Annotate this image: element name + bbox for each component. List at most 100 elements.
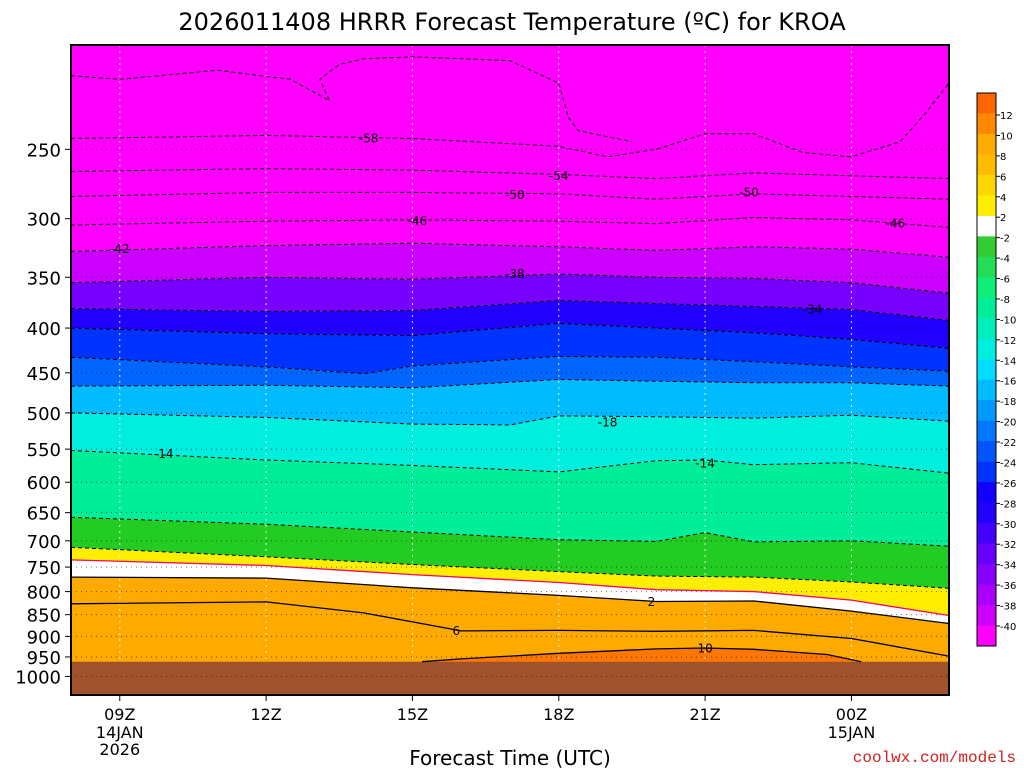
colorbar-label: -6 [1000, 275, 1010, 286]
colorbar-swatch [977, 215, 996, 237]
x-tick-label: 15Z [397, 705, 428, 724]
colorbar-swatch [977, 256, 996, 278]
isotherm-line [71, 450, 949, 474]
y-tick-label: 400 [27, 319, 61, 340]
colorbar-label: 8 [1000, 152, 1006, 163]
x-tick-label: 12Z [250, 705, 281, 724]
colorbar: 12 10 8 6 4 2 -2 -4 -6 -8 -10 -12 -14 -16 -18 -20 -22 -24… [976, 92, 1016, 647]
y-tick-label: 650 [27, 504, 61, 525]
isotherm-line [71, 546, 949, 589]
isotherm-line [71, 82, 949, 158]
colorbar-label: 10 [1000, 131, 1013, 142]
isotherm-label: -50 [505, 188, 525, 202]
ground-fill [71, 661, 949, 695]
isotherm-label: -42 [110, 242, 130, 256]
gridlines [71, 45, 949, 695]
y-tick-label: 350 [27, 268, 61, 289]
colorbar-swatch [977, 338, 996, 360]
y-tick-label: 1000 [15, 667, 61, 688]
isotherm-label: -18 [598, 416, 618, 430]
colorbar-label: -18 [1000, 397, 1016, 408]
isotherm-line [71, 216, 949, 228]
x-axis-label: Forecast Time (UTC) [409, 746, 611, 768]
isotherm-line [71, 516, 949, 547]
plot-area: -58 -54 -50 -50 -46 -46 -42 -38 -34 -18 -14 -14 2 6 10 [71, 45, 949, 695]
isotherm-label: -14 [154, 447, 174, 461]
fill-band [71, 547, 949, 616]
colorbar-swatch [977, 502, 996, 524]
fill-band-freezing [71, 559, 949, 624]
isotherm-line [71, 168, 949, 180]
isotherm-line [71, 191, 949, 200]
isotherm-label: -34 [803, 303, 823, 317]
colorbar-label: -30 [1000, 520, 1016, 531]
colorbar-label: -38 [1000, 602, 1016, 613]
colorbar-label: -20 [1000, 418, 1016, 429]
colorbar-label: -4 [1000, 254, 1010, 265]
isotherm-line [71, 378, 949, 389]
isotherm-line [71, 601, 949, 657]
isotherm-label: -38 [505, 267, 525, 281]
colorbar-swatch [977, 584, 996, 606]
colorbar-swatch [977, 605, 996, 627]
colorbar-swatch [977, 461, 996, 483]
y-tick-label: 900 [27, 627, 61, 648]
y-axis: 2503003504004505005506006507007508008509… [15, 140, 71, 688]
fill-band [71, 274, 949, 321]
colorbar-label: -14 [1000, 356, 1016, 367]
isotherm-line [71, 273, 949, 294]
isotherm-labels: -58 -54 -50 -50 -46 -46 -42 -38 -34 -18 -14 -14 2 6 10 [110, 132, 905, 656]
y-tick-label: 750 [27, 558, 61, 579]
colorbar-swatch [977, 400, 996, 422]
colorbar-swatch [977, 113, 996, 135]
colorbar-label: -12 [1000, 336, 1016, 347]
colorbar-label: -32 [1000, 540, 1016, 551]
isotherm-label: 10 [697, 641, 712, 655]
isotherm-line [71, 299, 949, 321]
isotherm-line [71, 576, 949, 625]
colorbar-swatch [977, 523, 996, 545]
colorbar-label: -22 [1000, 438, 1016, 449]
colorbar-swatch [977, 174, 996, 196]
isotherm-line [71, 322, 949, 349]
y-tick-label: 500 [27, 404, 61, 425]
colorbar-label: -8 [1000, 295, 1010, 306]
fill-band [71, 300, 949, 349]
colorbar-swatch [977, 564, 996, 586]
colorbar-swatch [977, 379, 996, 401]
x-tick-date: 15JAN [828, 723, 876, 742]
colorbar-label: -10 [1000, 315, 1016, 326]
fill-band [71, 517, 949, 589]
fill-band [71, 379, 949, 425]
y-tick-label: 600 [27, 473, 61, 494]
colorbar-swatch [977, 318, 996, 340]
colorbar-swatch [977, 543, 996, 565]
isotherm-line [422, 647, 862, 663]
colorbar-swatch [977, 420, 996, 442]
fill-band-warm-core [422, 648, 862, 662]
chart-title: 2026011408 HRRR Forecast Temperature (ºC… [178, 8, 846, 36]
isotherm-line [71, 355, 949, 375]
x-tick-label: 00Z [836, 705, 867, 724]
y-tick-label: 700 [27, 532, 61, 553]
fill-band [71, 323, 949, 374]
x-tick-label: 18Z [543, 705, 574, 724]
y-tick-label: 550 [27, 440, 61, 461]
isotherm-label: 2 [648, 595, 656, 609]
isotherm-label: -46 [886, 217, 906, 231]
colorbar-label: -2 [1000, 234, 1010, 245]
colorbar-label: 6 [1000, 172, 1006, 183]
fill-band [71, 45, 949, 258]
y-tick-label: 800 [27, 583, 61, 604]
colorbar-label: 2 [1000, 213, 1006, 224]
isotherm-line [71, 56, 633, 143]
x-tick-label: 09Z [104, 705, 135, 724]
credit-link[interactable]: coolwx.com/models [853, 749, 1016, 767]
colorbar-swatch [977, 133, 996, 155]
colorbar-swatch [977, 154, 996, 176]
colorbar-label: 12 [1000, 111, 1013, 122]
plot-frame [70, 44, 950, 696]
ground [71, 661, 949, 695]
